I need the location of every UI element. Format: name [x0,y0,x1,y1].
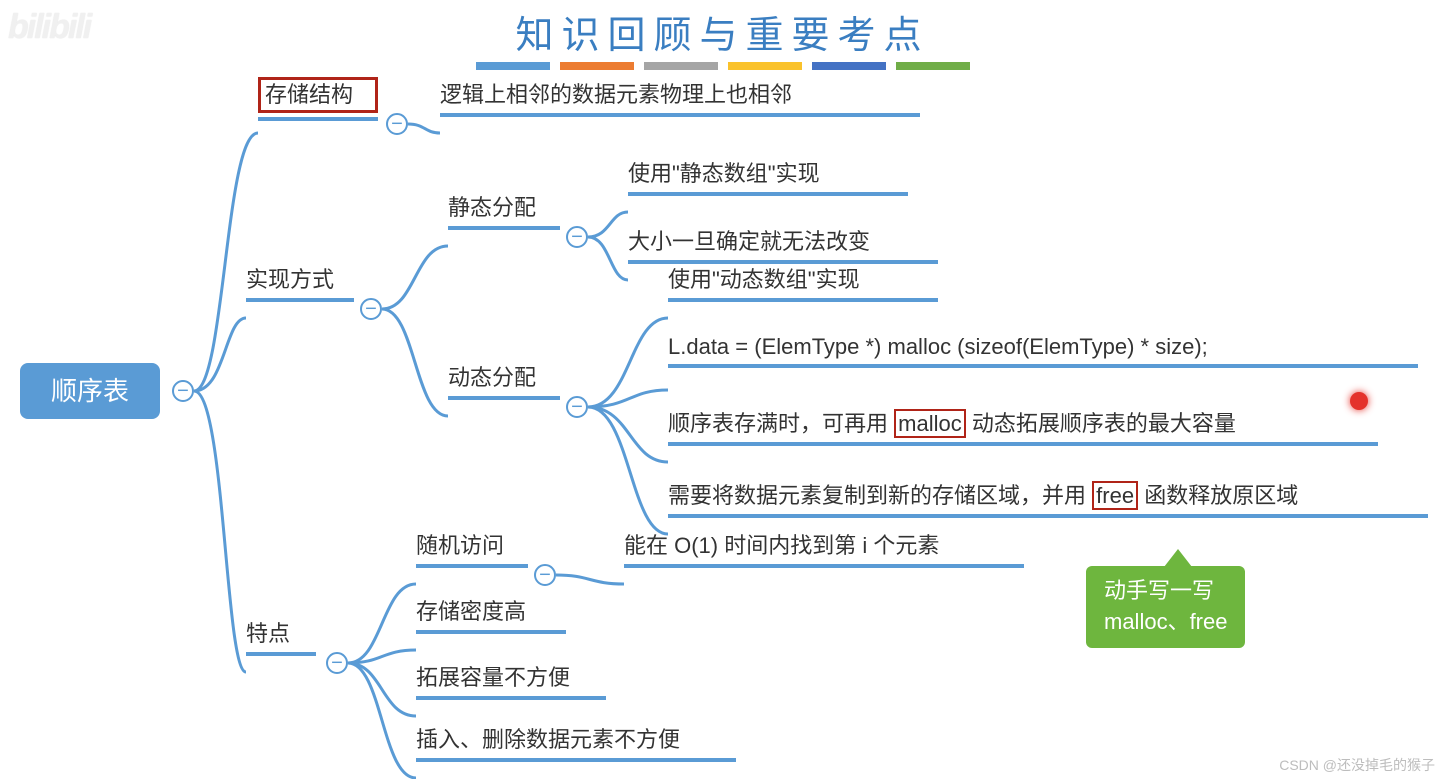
mindmap-root[interactable]: 顺序表 [20,363,160,419]
storage-desc-text: 逻辑上相邻的数据元素物理上也相邻 [440,77,920,109]
laser-pointer-icon [1350,392,1368,410]
feat-random-label: 随机访问 [416,528,528,560]
watermark-text: CSDN @还没掉毛的猴子 [1279,755,1435,775]
callout-line2: malloc、free [1104,607,1227,638]
node-static-c2: 大小一旦确定就无法改变 [628,224,938,264]
strip-5 [812,62,886,70]
dynamic-c4-text: 需要将数据元素复制到新的存储区域，并用 free 函数释放原区域 [668,478,1428,510]
feat-expand-ul [416,696,606,700]
static-c2-text: 大小一旦确定就无法改变 [628,224,938,256]
impl-label: 实现方式 [246,262,354,294]
storage-desc-ul [440,113,920,117]
strip-1 [476,62,550,70]
static-toggle[interactable]: − [566,226,588,248]
dynamic-c3-hl: malloc [894,409,966,438]
static-ul [448,226,560,230]
page-title: 知识回顾与重要考点 [0,4,1445,59]
callout-arrow-icon [1164,549,1192,567]
impl-toggle[interactable]: − [360,298,382,320]
dynamic-c2-text: L.data = (ElemType *) malloc (sizeof(Ele… [668,334,1418,360]
static-label: 静态分配 [448,190,560,222]
node-dynamic-c1: 使用"动态数组"实现 [668,262,938,302]
strip-6 [896,62,970,70]
feat-insert-text: 插入、删除数据元素不方便 [416,722,736,754]
node-dynamic-c2: L.data = (ElemType *) malloc (sizeof(Ele… [668,334,1418,368]
node-feat-density: 存储密度高 [416,594,566,634]
strip-3 [644,62,718,70]
node-storage-label: 存储结构 [258,77,378,113]
static-c1-text: 使用"静态数组"实现 [628,156,908,188]
dynamic-c3-text: 顺序表存满时，可再用 malloc 动态拓展顺序表的最大容量 [668,406,1378,438]
feat-insert-ul [416,758,736,762]
node-feat-expand: 拓展容量不方便 [416,660,606,700]
dynamic-c3-post: 动态拓展顺序表的最大容量 [972,411,1236,436]
node-dynamic-c4: 需要将数据元素复制到新的存储区域，并用 free 函数释放原区域 [668,478,1428,518]
node-dynamic[interactable]: 动态分配 [448,360,560,400]
impl-ul [246,298,354,302]
dynamic-c4-pre: 需要将数据元素复制到新的存储区域，并用 [668,483,1086,508]
dynamic-c1-ul [668,298,938,302]
node-storage[interactable]: 存储结构 [258,77,378,121]
node-feat-insert: 插入、删除数据元素不方便 [416,722,736,762]
static-c1-ul [628,192,908,196]
callout-line1: 动手写一写 [1104,576,1227,607]
strip-4 [728,62,802,70]
dynamic-label: 动态分配 [448,360,560,392]
node-storage-desc: 逻辑上相邻的数据元素物理上也相邻 [440,77,920,117]
node-dynamic-c3: 顺序表存满时，可再用 malloc 动态拓展顺序表的最大容量 [668,406,1378,446]
dynamic-ul [448,396,560,400]
feat-random-desc-ul [624,564,1024,568]
feature-ul [246,652,316,656]
node-feat-random-desc: 能在 O(1) 时间内找到第 i 个元素 [624,528,1024,568]
dynamic-c4-hl: free [1092,481,1138,510]
feat-density-text: 存储密度高 [416,594,566,626]
storage-toggle[interactable]: − [386,113,408,135]
node-storage-ul [258,117,378,121]
feat-random-toggle[interactable]: − [534,564,556,586]
node-static-c1: 使用"静态数组"实现 [628,156,908,196]
feat-random-ul [416,564,528,568]
feat-density-ul [416,630,566,634]
dynamic-c4-ul [668,514,1428,518]
dynamic-c2-ul [668,364,1418,368]
watermark-logo: bilibili [8,8,90,47]
node-feat-random[interactable]: 随机访问 [416,528,528,568]
feat-random-desc-text: 能在 O(1) 时间内找到第 i 个元素 [624,528,1024,560]
dynamic-c1-text: 使用"动态数组"实现 [668,262,938,294]
dynamic-c3-ul [668,442,1378,446]
feature-toggle[interactable]: − [326,652,348,674]
feat-expand-text: 拓展容量不方便 [416,660,606,692]
dynamic-c3-pre: 顺序表存满时，可再用 [668,411,888,436]
feature-label: 特点 [246,616,316,648]
root-toggle[interactable]: − [172,380,194,402]
dynamic-toggle[interactable]: − [566,396,588,418]
color-strip-row [0,62,1445,70]
dynamic-c4-post: 函数释放原区域 [1144,483,1298,508]
callout-box: 动手写一写 malloc、free [1086,566,1245,648]
strip-2 [560,62,634,70]
node-static[interactable]: 静态分配 [448,190,560,230]
node-feature[interactable]: 特点 [246,616,316,656]
node-impl[interactable]: 实现方式 [246,262,354,302]
